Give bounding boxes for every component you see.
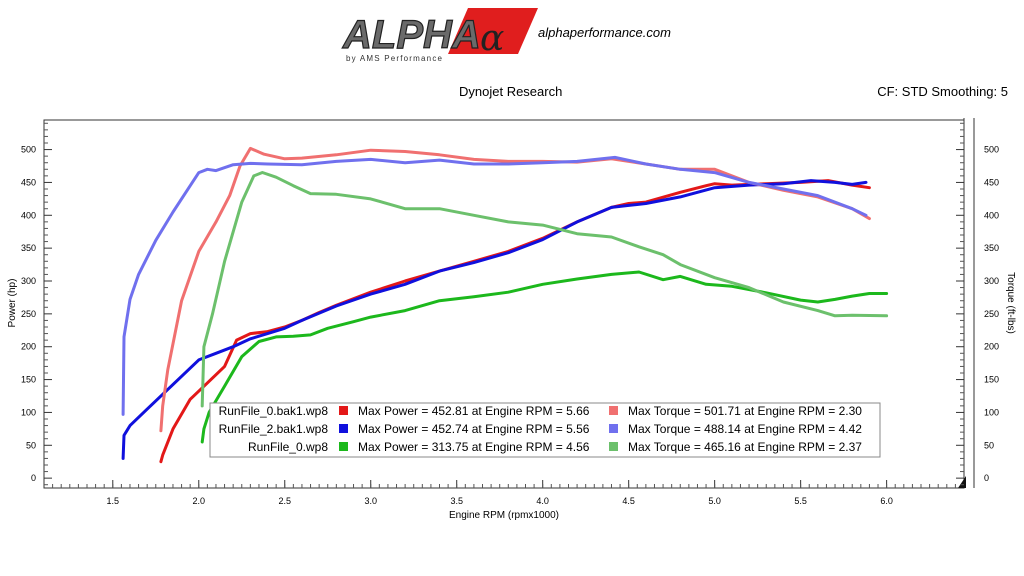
legend-power-swatch — [339, 424, 348, 433]
y2-tick-label: 150 — [984, 375, 999, 385]
y-tick-label: 50 — [26, 440, 36, 450]
series-line-6 — [200, 171, 889, 408]
y-tick-label: 450 — [21, 177, 36, 187]
chart-title: Dynojet Research — [459, 84, 563, 99]
legend-torque-text: Max Torque = 488.14 at Engine RPM = 4.42 — [628, 422, 862, 436]
y-tick-label: 250 — [21, 309, 36, 319]
y-axis-label: Power (hp) — [7, 279, 18, 328]
y-tick-label: 400 — [21, 210, 36, 220]
y2-tick-label: 450 — [984, 177, 999, 187]
x-tick-label: 5.0 — [708, 496, 721, 506]
y2-tick-label: 200 — [984, 342, 999, 352]
y2-tick-label: 400 — [984, 210, 999, 220]
legend-file-name: RunFile_2.bak1.wp8 — [219, 422, 329, 436]
y2-tick-label: 250 — [984, 309, 999, 319]
y-tick-label: 100 — [21, 407, 36, 417]
legend-file-name: RunFile_0.bak1.wp8 — [219, 404, 329, 418]
series-line-2 — [121, 179, 868, 460]
legend-power-text: Max Power = 313.75 at Engine RPM = 4.56 — [358, 440, 590, 454]
y-tick-label: 200 — [21, 342, 36, 352]
x-axis-label: Engine RPM (rpmx1000) — [449, 510, 559, 521]
x-tick-label: 3.0 — [364, 496, 377, 506]
legend-torque-swatch — [609, 442, 618, 451]
x-tick-label: 2.0 — [193, 496, 206, 506]
y2-tick-label: 350 — [984, 243, 999, 253]
legend-power-swatch — [339, 442, 348, 451]
series-line-3 — [200, 270, 889, 444]
y2-tick-label: 500 — [984, 145, 999, 155]
logo-subtext: by AMS Performance — [346, 54, 443, 63]
x-tick-label: 5.5 — [794, 496, 807, 506]
series-line-4 — [159, 146, 871, 433]
legend-torque-text: Max Torque = 465.16 at Engine RPM = 2.37 — [628, 440, 862, 454]
x-tick-label: 4.0 — [536, 496, 549, 506]
x-tick-label: 3.5 — [450, 496, 463, 506]
legend-box — [209, 402, 881, 458]
logo-text: ALPHA — [342, 13, 481, 57]
y-tick-label: 350 — [21, 243, 36, 253]
legend: RunFile_0.bak1.wp8 Max Power = 452.81 at … — [209, 402, 881, 458]
logo-alpha-glyph: α — [480, 18, 504, 59]
x-tick-label: 2.5 — [278, 496, 291, 506]
y2-tick-label: 0 — [984, 473, 989, 483]
y2-axis-label: Torque (ft-lbs) — [1005, 272, 1016, 334]
legend-torque-text: Max Torque = 501.71 at Engine RPM = 2.30 — [628, 404, 862, 418]
legend-power-swatch — [339, 406, 348, 415]
y-tick-label: 150 — [21, 375, 36, 385]
x-tick-label: 4.5 — [622, 496, 635, 506]
x-tick-label: 1.5 — [107, 496, 120, 506]
y2-tick-label: 100 — [984, 407, 999, 417]
y-tick-label: 300 — [21, 276, 36, 286]
y2-tick-label: 50 — [984, 440, 994, 450]
legend-power-text: Max Power = 452.81 at Engine RPM = 5.66 — [358, 404, 590, 418]
legend-torque-swatch — [609, 406, 618, 415]
series-line-5 — [121, 155, 868, 416]
y-tick-label: 500 — [21, 145, 36, 155]
legend-file-name: RunFile_0.wp8 — [248, 440, 328, 454]
legend-power-text: Max Power = 452.74 at Engine RPM = 5.56 — [358, 422, 590, 436]
legend-torque-swatch — [609, 424, 618, 433]
alpha-logo: ALPHA α by AMS Performance — [341, 8, 538, 63]
x-tick-label: 6.0 — [880, 496, 893, 506]
site-url[interactable]: alphaperformance.com — [538, 25, 671, 40]
correction-factor-label: CF: STD Smoothing: 5 — [877, 84, 1008, 99]
y2-tick-label: 300 — [984, 276, 999, 286]
y-tick-label: 0 — [31, 473, 36, 483]
